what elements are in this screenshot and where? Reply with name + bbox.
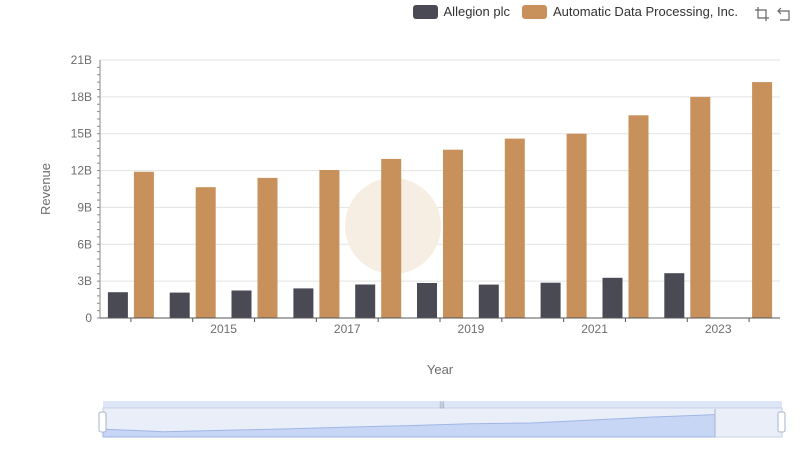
- bar-0-2015: [169, 292, 190, 318]
- toolbox: [754, 6, 792, 22]
- bar-0-2019: [417, 283, 437, 318]
- slider-overview-area: [102, 414, 716, 438]
- bar-1-2024: [752, 82, 773, 318]
- bar-1-2015: [195, 187, 216, 318]
- y-axis-title: Revenue: [38, 163, 53, 215]
- bar-0-2021: [540, 282, 561, 318]
- x-tick-label: 2015: [210, 322, 237, 336]
- bar-1-2022: [628, 115, 649, 318]
- x-tick-label: 2023: [705, 322, 732, 336]
- bar-0-2018: [355, 284, 376, 318]
- slider-handle-left[interactable]: [98, 411, 107, 433]
- bar-1-2018: [381, 158, 402, 318]
- legend-item-1[interactable]: Automatic Data Processing, Inc.: [522, 4, 738, 19]
- y-tick-label: 3B: [77, 274, 92, 288]
- restore-icon[interactable]: [776, 6, 792, 22]
- bar-0-2022: [602, 277, 623, 318]
- legend: Allegion plc Automatic Data Processing, I…: [412, 4, 738, 19]
- legend-swatch: [522, 4, 548, 19]
- bar-1-2021: [566, 133, 587, 318]
- y-tick-label: 21B: [71, 53, 92, 67]
- slider-top-bar: [103, 401, 782, 408]
- legend-label: Automatic Data Processing, Inc.: [553, 4, 738, 19]
- x-tick-label: 2017: [334, 322, 361, 336]
- bar-1-2019: [443, 149, 463, 318]
- zoom-icon[interactable]: [754, 6, 770, 22]
- bar-0-2017: [293, 288, 314, 318]
- y-tick-label: 12B: [71, 164, 92, 178]
- bar-1-2020: [504, 138, 525, 318]
- bar-0-2014: [107, 292, 128, 318]
- y-tick-label: 6B: [77, 237, 92, 251]
- slider-handle-right[interactable]: [777, 411, 786, 433]
- y-tick-label: 18B: [71, 90, 92, 104]
- x-tick-label: 2019: [458, 322, 485, 336]
- bar-0-2016: [231, 290, 252, 318]
- y-tick-label: 0: [85, 311, 92, 325]
- y-tick-label: 15B: [71, 127, 92, 141]
- legend-swatch: [412, 4, 438, 19]
- bar-0-2023: [664, 273, 685, 318]
- bar-1-2023: [690, 96, 711, 319]
- x-tick-label: 2021: [581, 322, 608, 336]
- x-axis-title: Year: [427, 362, 454, 377]
- legend-item-0[interactable]: Allegion plc: [412, 4, 511, 19]
- bar-0-2020: [478, 284, 499, 318]
- bar-1-2014: [133, 171, 154, 318]
- y-tick-label: 9B: [77, 200, 92, 214]
- bar-1-2017: [319, 170, 340, 318]
- legend-label: Allegion plc: [443, 4, 511, 19]
- bar-1-2016: [257, 177, 278, 318]
- slider-drag-grip[interactable]: |||: [439, 402, 445, 409]
